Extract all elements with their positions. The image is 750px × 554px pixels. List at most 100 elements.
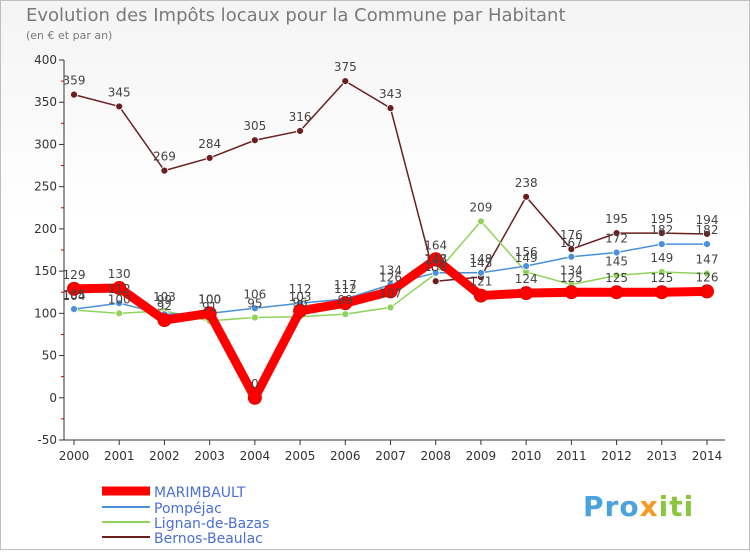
- data-label: 284: [198, 137, 221, 151]
- data-label: 138: [424, 260, 447, 274]
- data-label: 176: [560, 228, 583, 242]
- data-point: [293, 303, 308, 318]
- data-label: 91: [202, 300, 217, 314]
- data-point: [612, 271, 621, 280]
- y-tick-label: 200: [34, 222, 57, 236]
- data-point: [115, 102, 124, 111]
- data-point: [247, 390, 262, 405]
- data-point: [519, 286, 534, 301]
- y-tick-label: 400: [34, 53, 57, 67]
- data-point: [70, 90, 78, 99]
- legend-label: Bernos-Beaulac: [154, 531, 263, 547]
- y-tick-label: 0: [49, 391, 57, 405]
- data-point: [567, 252, 576, 261]
- data-point: [112, 281, 127, 295]
- y-tick-label: 350: [34, 95, 57, 109]
- legend: MARIMBAULTPompéjacLignan-de-BazasBernos-…: [102, 485, 269, 547]
- data-point: [386, 104, 395, 113]
- data-label: 125: [560, 271, 583, 285]
- data-point: [522, 262, 531, 270]
- x-tick-label: 2005: [285, 449, 316, 463]
- data-point: [564, 285, 579, 300]
- data-point: [703, 269, 711, 278]
- data-label: 105: [63, 288, 86, 302]
- data-label: 124: [515, 272, 538, 286]
- data-label: 112: [334, 282, 357, 296]
- data-label: 104: [63, 289, 86, 303]
- x-tick-label: 2006: [330, 449, 361, 463]
- data-label: 156: [515, 245, 538, 259]
- data-label: 95: [247, 297, 262, 311]
- x-tick-label: 2011: [556, 449, 587, 463]
- data-label: 145: [605, 254, 628, 268]
- data-label: 359: [63, 74, 86, 88]
- data-label: 106: [243, 287, 266, 301]
- data-label: 121: [469, 275, 492, 289]
- data-point: [654, 285, 669, 300]
- data-label: 0: [251, 377, 259, 391]
- data-point: [612, 248, 621, 257]
- data-label: 117: [334, 278, 357, 292]
- data-label: 103: [289, 290, 312, 304]
- data-point: [473, 288, 488, 303]
- data-label: 149: [650, 251, 673, 265]
- data-point: [202, 306, 217, 321]
- data-label: 209: [469, 200, 492, 214]
- data-label: 112: [289, 282, 312, 296]
- data-label: 103: [153, 290, 176, 304]
- data-point: [160, 166, 169, 175]
- data-label: 172: [605, 232, 628, 246]
- data-label: 305: [243, 119, 266, 133]
- data-label: 99: [157, 293, 172, 307]
- data-label: 134: [379, 264, 402, 278]
- data-point: [157, 313, 172, 328]
- legend-label: MARIMBAULT: [154, 485, 246, 501]
- y-tick-label: 100: [34, 306, 57, 320]
- data-label: 182: [696, 223, 719, 237]
- x-tick-label: 2013: [647, 449, 678, 463]
- legend-label: Lignan-de-Bazas: [154, 516, 269, 532]
- data-point: [612, 229, 621, 238]
- data-label: 195: [650, 212, 673, 226]
- data-label: 148: [469, 252, 492, 266]
- data-point: [386, 303, 395, 312]
- data-point: [341, 310, 350, 319]
- data-label: 126: [379, 270, 402, 284]
- x-tick-label: 2007: [375, 449, 406, 463]
- data-label: 194: [696, 213, 719, 227]
- data-point: [703, 240, 711, 248]
- data-label: 96: [292, 296, 307, 310]
- data-point: [700, 284, 714, 299]
- data-point: [338, 296, 353, 311]
- data-point: [205, 154, 214, 162]
- data-label: 182: [650, 223, 673, 237]
- data-label: 316: [289, 110, 312, 124]
- data-point: [250, 304, 259, 313]
- data-point: [703, 230, 711, 238]
- data-point: [115, 309, 124, 318]
- proxiti-logo: Proxiti: [583, 490, 694, 523]
- x-tick-label: 2002: [149, 449, 180, 463]
- data-label: 129: [63, 268, 86, 282]
- x-tick-label: 2000: [59, 449, 90, 463]
- data-point: [522, 192, 531, 201]
- data-point: [567, 245, 576, 254]
- data-label: 147: [696, 253, 719, 267]
- data-label: 164: [424, 238, 447, 252]
- x-tick-label: 2003: [194, 449, 225, 463]
- data-label: 345: [108, 85, 131, 99]
- data-point: [431, 277, 440, 286]
- chart-title: Evolution des Impôts locaux pour la Comm…: [26, 5, 566, 26]
- data-point: [477, 268, 485, 277]
- x-tick-label: 2009: [466, 449, 497, 463]
- logo-part-1: Pro: [583, 490, 640, 523]
- legend-label: Pompéjac: [154, 501, 222, 517]
- x-tick-label: 2012: [601, 449, 632, 463]
- y-tick-label: 50: [42, 349, 57, 363]
- chart-subtitle: (en € et par an): [26, 29, 112, 42]
- x-tick-label: 2004: [240, 449, 271, 463]
- svg-text:Proxiti: Proxiti: [583, 490, 694, 523]
- data-label: 167: [560, 236, 583, 250]
